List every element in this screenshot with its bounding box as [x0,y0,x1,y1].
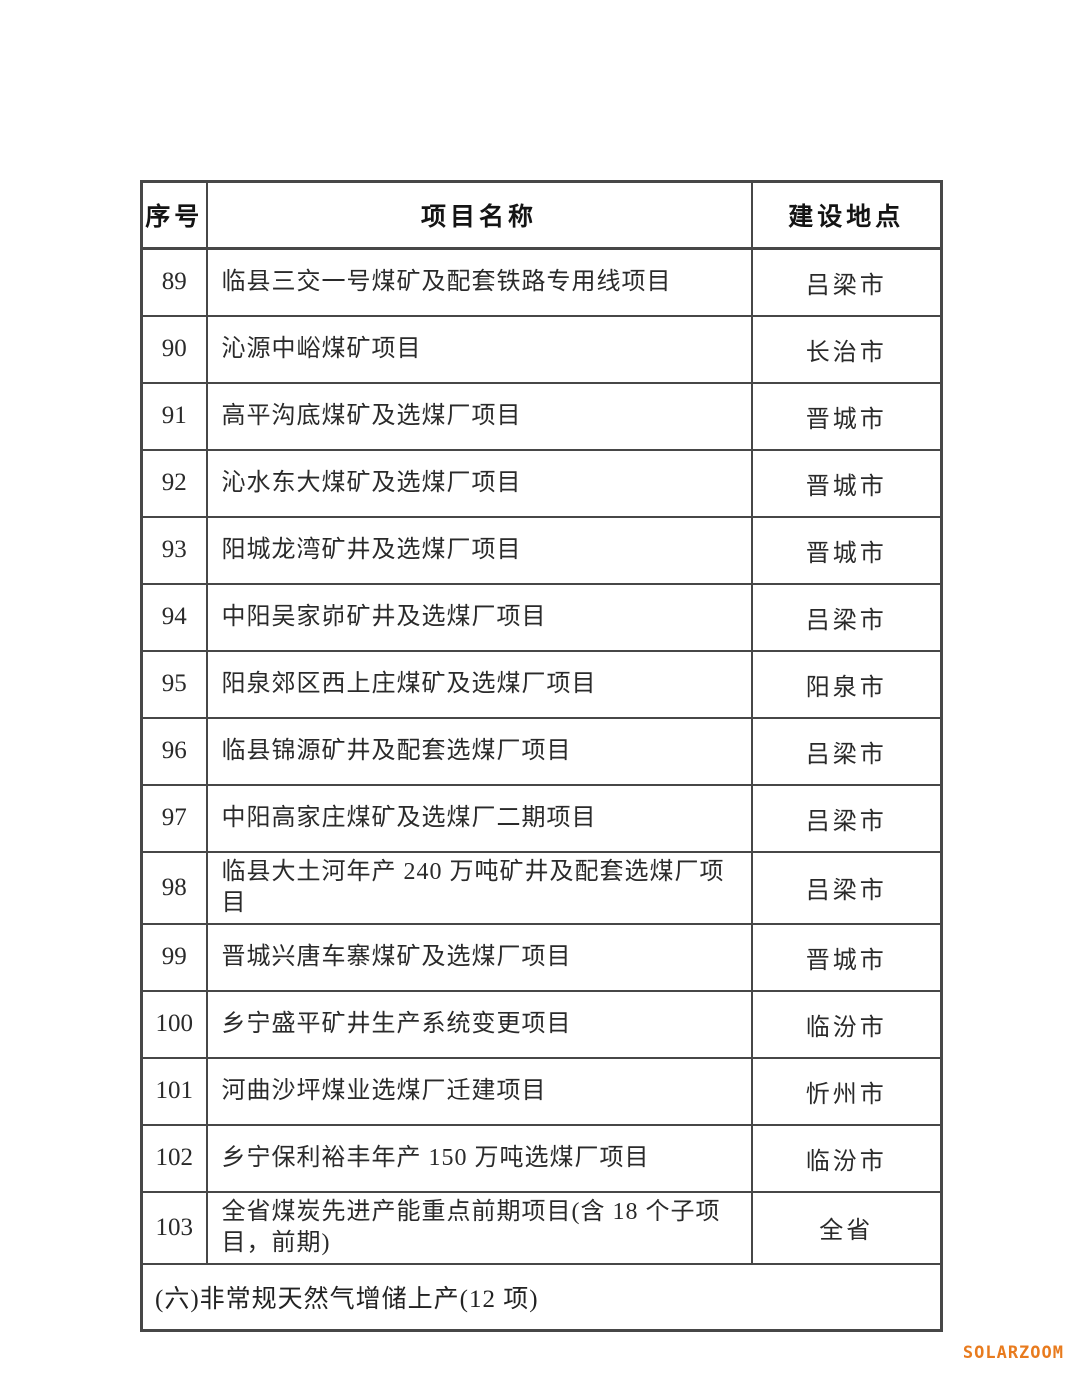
table-row: 98 临县大土河年产 240 万吨矿井及配套选煤厂项目 吕梁市 [140,850,943,925]
table-row: 101 河曲沙坪煤业选煤厂迁建项目 忻州市 [140,1056,943,1126]
project-table: 序号 项目名称 建设地点 89 临县三交一号煤矿及配套铁路专用线项目 吕梁市 90 沁源… [140,180,943,1332]
cell-construction-location: 阳泉市 [750,649,943,719]
cell-serial-number: 92 [140,448,208,518]
cell-serial-number: 95 [140,649,208,719]
cell-serial-number: 93 [140,515,208,585]
table-row: 97 中阳高家庄煤矿及选煤厂二期项目 吕梁市 [140,783,943,853]
cell-project-name: 阳泉郊区西上庄煤矿及选煤厂项目 [205,649,753,719]
cell-project-name: 阳城龙湾矿井及选煤厂项目 [205,515,753,585]
section-footer-label: (六)非常规天然气增储上产(12 项) [140,1262,943,1332]
cell-construction-location: 吕梁市 [750,850,943,925]
cell-serial-number: 99 [140,922,208,992]
cell-project-name: 沁水东大煤矿及选煤厂项目 [205,448,753,518]
cell-construction-location: 晋城市 [750,381,943,451]
cell-serial-number: 100 [140,989,208,1059]
cell-project-name: 中阳吴家峁矿井及选煤厂项目 [205,582,753,652]
table-row: 92 沁水东大煤矿及选煤厂项目 晋城市 [140,448,943,518]
table-row: 93 阳城龙湾矿井及选煤厂项目 晋城市 [140,515,943,585]
table-row: 99 晋城兴唐车寨煤矿及选煤厂项目 晋城市 [140,922,943,992]
cell-project-name: 河曲沙坪煤业选煤厂迁建项目 [205,1056,753,1126]
solarzoom-watermark: SOLARZOOM [962,1343,1064,1363]
cell-construction-location: 忻州市 [750,1056,943,1126]
cell-construction-location: 临汾市 [750,1123,943,1193]
cell-project-name: 临县锦源矿井及配套选煤厂项目 [205,716,753,786]
table-row: 94 中阳吴家峁矿井及选煤厂项目 吕梁市 [140,582,943,652]
table-row: 95 阳泉郊区西上庄煤矿及选煤厂项目 阳泉市 [140,649,943,719]
header-project-name: 项目名称 [205,180,753,250]
cell-construction-location: 吕梁市 [750,582,943,652]
cell-serial-number: 94 [140,582,208,652]
cell-construction-location: 吕梁市 [750,247,943,317]
cell-construction-location: 临汾市 [750,989,943,1059]
cell-construction-location: 吕梁市 [750,783,943,853]
cell-project-name: 乡宁保利裕丰年产 150 万吨选煤厂项目 [205,1123,753,1193]
cell-project-name: 临县大土河年产 240 万吨矿井及配套选煤厂项目 [205,850,753,925]
cell-serial-number: 103 [140,1190,208,1265]
cell-serial-number: 96 [140,716,208,786]
cell-serial-number: 102 [140,1123,208,1193]
cell-construction-location: 晋城市 [750,448,943,518]
table-footer: (六)非常规天然气增储上产(12 项) [140,1262,943,1332]
header-construction-location: 建设地点 [750,180,943,250]
cell-project-name: 中阳高家庄煤矿及选煤厂二期项目 [205,783,753,853]
table-body: 89 临县三交一号煤矿及配套铁路专用线项目 吕梁市 90 沁源中峪煤矿项目 长治市 91 高平… [140,247,943,1265]
cell-serial-number: 101 [140,1056,208,1126]
table-row: 90 沁源中峪煤矿项目 长治市 [140,314,943,384]
cell-construction-location: 全省 [750,1190,943,1265]
cell-project-name: 乡宁盛平矿井生产系统变更项目 [205,989,753,1059]
table-header-row: 序号 项目名称 建设地点 [140,180,943,250]
table-row: 96 临县锦源矿井及配套选煤厂项目 吕梁市 [140,716,943,786]
cell-serial-number: 98 [140,850,208,925]
cell-project-name: 全省煤炭先进产能重点前期项目(含 18 个子项目，前期) [205,1190,753,1265]
cell-serial-number: 89 [140,247,208,317]
table-row: 89 临县三交一号煤矿及配套铁路专用线项目 吕梁市 [140,247,943,317]
header-serial-number: 序号 [140,180,208,250]
table-row: 102 乡宁保利裕丰年产 150 万吨选煤厂项目 临汾市 [140,1123,943,1193]
cell-construction-location: 晋城市 [750,922,943,992]
cell-construction-location: 晋城市 [750,515,943,585]
table-row: 91 高平沟底煤矿及选煤厂项目 晋城市 [140,381,943,451]
table-row: 103 全省煤炭先进产能重点前期项目(含 18 个子项目，前期) 全省 [140,1190,943,1265]
cell-project-name: 晋城兴唐车寨煤矿及选煤厂项目 [205,922,753,992]
table-row: 100 乡宁盛平矿井生产系统变更项目 临汾市 [140,989,943,1059]
cell-serial-number: 90 [140,314,208,384]
cell-project-name: 高平沟底煤矿及选煤厂项目 [205,381,753,451]
table-header: 序号 项目名称 建设地点 [140,180,943,250]
cell-project-name: 临县三交一号煤矿及配套铁路专用线项目 [205,247,753,317]
cell-serial-number: 97 [140,783,208,853]
cell-serial-number: 91 [140,381,208,451]
section-footer-row: (六)非常规天然气增储上产(12 项) [140,1262,943,1332]
cell-construction-location: 吕梁市 [750,716,943,786]
cell-project-name: 沁源中峪煤矿项目 [205,314,753,384]
cell-construction-location: 长治市 [750,314,943,384]
